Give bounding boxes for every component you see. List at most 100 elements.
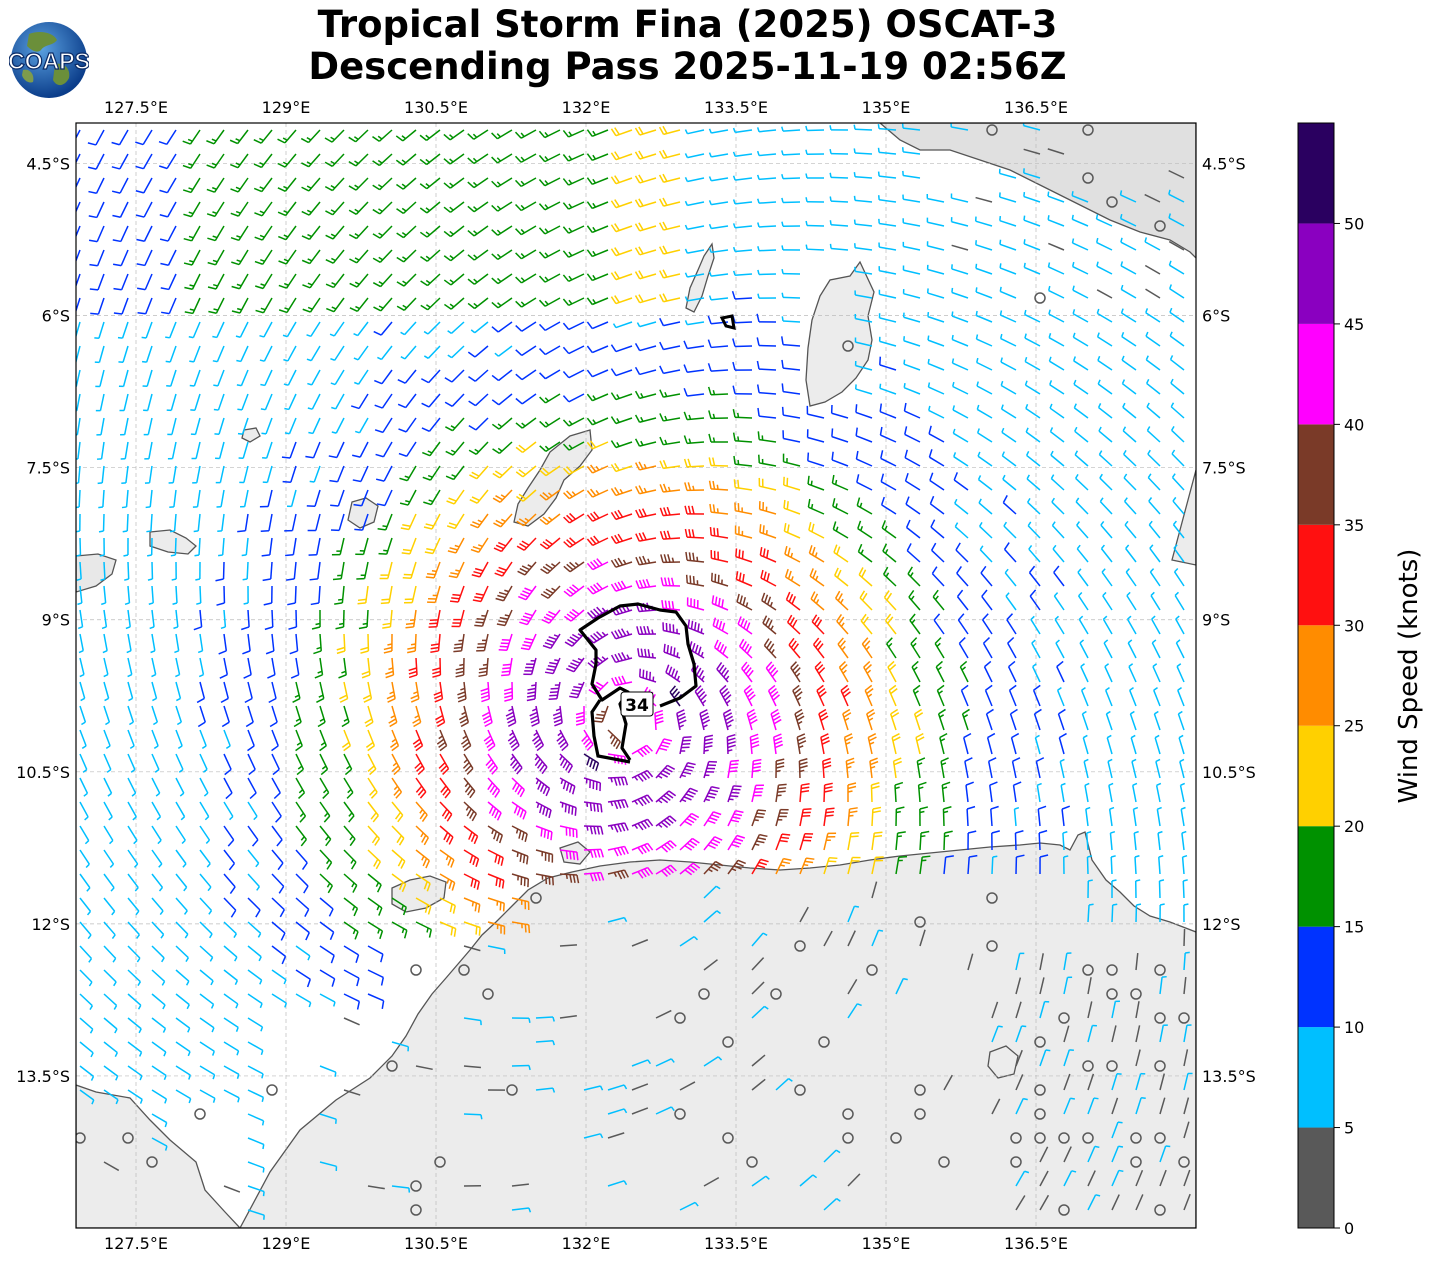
wind-barb [540,561,561,575]
wind-barb [439,777,451,799]
wind-barb [474,609,489,627]
wind-barb [199,777,209,797]
wind-barb [253,129,273,144]
wind-barb [1039,977,1045,995]
calm-circle [938,1156,950,1168]
wind-barb [101,609,108,630]
wind-barb [781,316,801,323]
wind-barb [302,297,321,313]
gridlines [76,123,1196,1228]
wind-barb [167,441,177,460]
wind-barb [79,1017,94,1034]
wind-barb [516,537,537,551]
wind-barb [160,249,177,266]
wind-barb [1073,403,1089,419]
wind-barb [398,441,417,457]
wind-barb [420,273,441,287]
wind-barb [759,524,777,539]
lon-tick-label-bottom: 127.5°E [104,1234,168,1253]
calm-circle [458,964,470,976]
wind-barb [349,273,369,288]
wind-barb [1126,615,1137,635]
wind-barb [586,177,609,186]
wind-barb [854,337,873,347]
wind-barb [151,873,164,892]
wind-barb [325,249,345,264]
wind-barb [1183,1097,1190,1115]
wind-barb [707,386,729,396]
wind-barb [877,195,897,203]
wind-barb [871,856,884,875]
wind-barb [295,897,310,917]
wind-barb [1110,855,1116,875]
wind-barb [586,535,609,547]
wind-barb [586,129,609,138]
wind-barb [1111,1194,1120,1211]
wind-barb [683,364,705,373]
wind-barb [1106,734,1113,755]
wind-barb [586,488,609,498]
wind-barb [1170,425,1185,443]
wind-barb [1001,451,1017,467]
wind-barb [634,414,657,423]
wind-barb [903,359,921,371]
wind-barb [535,777,551,797]
wind-barb [1155,758,1161,779]
wind-barb [856,497,873,515]
wind-barb [319,921,335,941]
wind-barb [247,897,261,918]
wind-barb [414,753,425,776]
wind-barb [902,194,921,203]
wind-barb [757,431,777,443]
wind-barb [515,441,537,454]
wind-barb [217,513,225,533]
wind-barb [343,921,359,940]
wind-barb [756,313,777,323]
wind-barb [569,681,585,699]
wind-barb [853,243,873,251]
wind-barb [76,489,81,509]
wind-barb [208,297,225,314]
wind-barb [159,225,177,242]
wind-barb [831,428,849,443]
wind-barb [158,129,177,146]
wind-barb [1135,903,1142,923]
wind-barb [845,757,855,779]
wind-barb [889,708,900,731]
wind-barb [79,921,92,940]
wind-barb [658,197,681,207]
wind-barb [1039,1049,1051,1067]
wind-barb [679,812,700,827]
calm-circle [818,1036,830,1048]
wind-barb [193,513,201,533]
wind-barb [1183,1024,1192,1043]
wind-barb [206,177,225,193]
calm-circle [674,1108,686,1120]
wind-barb [1111,903,1118,923]
wind-barb [635,532,657,542]
wind-barb [111,129,129,146]
wind-barb [943,1074,953,1091]
wind-barb [756,360,777,371]
wind-barb [103,1065,119,1081]
wind-barb [987,757,997,779]
wind-barb [538,297,561,307]
wind-barb [863,660,873,683]
wind-barb [421,393,441,408]
wind-barb [634,246,657,256]
wind-barb [79,1065,95,1081]
wind-barb [127,657,133,678]
wind-barb [781,406,801,419]
wind-barb [1072,332,1089,347]
wind-barb [853,219,873,227]
wind-barb [607,869,629,880]
wind-barb [207,225,225,242]
wind-barb [375,441,393,458]
wind-barb [732,409,753,419]
wind-barb [287,585,297,606]
wind-barb [463,1017,482,1026]
wind-barb [135,177,153,194]
wind-barb [330,369,345,386]
wind-barb [353,489,369,507]
wind-barb [1087,1024,1097,1043]
